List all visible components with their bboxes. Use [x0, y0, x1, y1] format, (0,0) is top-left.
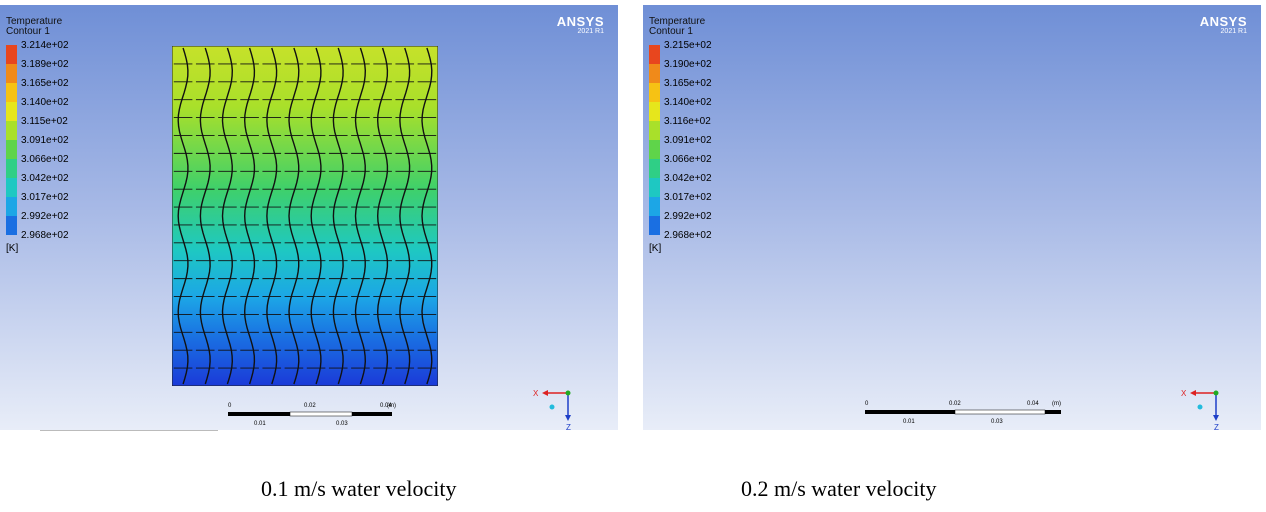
legend-swatch — [6, 83, 17, 102]
legend-swatch — [649, 140, 660, 159]
legend-value: 3.165e+02 — [664, 78, 712, 89]
legend-contour-name: Contour 1 — [649, 26, 693, 37]
legend-variable: Temperature — [649, 16, 706, 27]
axis-x-label: X — [1181, 389, 1187, 398]
legend-swatch — [649, 102, 660, 121]
legend-value: 3.190e+02 — [664, 59, 712, 70]
panel-divider — [40, 430, 218, 431]
logo-brand: ANSYS — [1199, 14, 1247, 29]
axis-triad: X Z — [1181, 389, 1219, 430]
legend-swatch — [6, 159, 17, 178]
legend-swatch — [649, 197, 660, 216]
legend-value: 3.214e+02 — [21, 40, 69, 51]
scale-tick-0: 0 — [228, 403, 232, 409]
scale-tick-001: 0.01 — [903, 419, 915, 425]
legend-swatch — [6, 64, 17, 83]
legend-value: 3.215e+02 — [664, 40, 712, 51]
axis-triad: X Z — [533, 389, 571, 430]
view-indicator-icon — [549, 404, 555, 410]
contour-field — [172, 46, 438, 386]
legend-value: 3.115e+02 — [21, 116, 68, 127]
legend-swatch — [649, 216, 660, 235]
legend-swatch — [6, 45, 17, 64]
scale-tick-002: 0.02 — [949, 401, 961, 407]
legend-value: 2.992e+02 — [664, 211, 712, 222]
view-indicator-icon — [1197, 404, 1203, 410]
legend-swatch — [6, 140, 17, 159]
tube-path — [399, 47, 411, 385]
logo-brand: ANSYS — [556, 14, 604, 29]
contour-panel-0.1ms: Temperature Contour 1 3.214e+02 3.189e+02… — [0, 5, 618, 430]
scale-unit: (m) — [387, 403, 396, 409]
ansys-logo: ANSYS 2021 R1 — [1200, 15, 1247, 36]
legend-value: 3.165e+02 — [21, 78, 69, 89]
scale-bar: 0 0.02 0.04 (m) 0.01 0.03 — [865, 401, 1061, 425]
legend-unit: [K] — [649, 243, 662, 254]
legend-value: 2.992e+02 — [21, 211, 69, 222]
ansys-logo: ANSYS 2021 R1 — [557, 15, 604, 36]
tube-path — [266, 47, 278, 385]
tube-path — [310, 47, 322, 385]
scale-tick-002: 0.02 — [304, 403, 316, 409]
tube-path — [199, 47, 211, 385]
axis-x-label: X — [533, 389, 539, 398]
scale-tick-004: 0.04 — [1027, 401, 1039, 407]
caption-left: 0.1 m/s water velocity — [261, 476, 457, 501]
legend-value: 2.968e+02 — [664, 230, 712, 241]
legend-value: 3.066e+02 — [21, 154, 69, 165]
legend-swatch — [649, 178, 660, 197]
legend-value: 3.091e+02 — [21, 135, 69, 146]
logo-version: 2021 R1 — [577, 28, 604, 35]
tube-path — [288, 47, 300, 385]
axis-z-label: Z — [566, 423, 571, 430]
tube-path — [177, 47, 189, 385]
scale-tick-001: 0.01 — [254, 421, 266, 427]
tube-path — [243, 47, 256, 385]
tube-path — [376, 47, 389, 385]
legend-value: 3.042e+02 — [664, 173, 712, 184]
legend-value: 3.091e+02 — [664, 135, 712, 146]
legend-swatch — [649, 159, 660, 178]
legend-swatch — [6, 102, 17, 121]
scale-tick-003: 0.03 — [336, 421, 348, 427]
legend-value: 3.042e+02 — [21, 173, 69, 184]
caption-right: 0.2 m/s water velocity — [741, 476, 937, 501]
legend-swatch — [6, 178, 17, 197]
legend-swatch — [649, 45, 660, 64]
contour-panel-0.2ms: Temperature Contour 1 3.215e+02 3.190e+02… — [643, 5, 1261, 430]
legend-swatch — [6, 197, 17, 216]
legend-value: 3.140e+02 — [664, 97, 712, 108]
legend-swatch — [649, 121, 660, 140]
legend-value: 3.066e+02 — [664, 154, 712, 165]
legend-swatch — [6, 121, 17, 140]
legend-swatch — [649, 64, 660, 83]
axis-z-label: Z — [1214, 423, 1219, 430]
legend-value: 3.017e+02 — [21, 192, 69, 203]
legend-title: Temperature Contour 1 — [649, 17, 705, 37]
legend-value: 3.116e+02 — [664, 116, 711, 127]
legend-value: 3.189e+02 — [21, 59, 69, 70]
scale-bar: 0 0.02 0.04 (m) 0.01 0.03 — [228, 403, 396, 427]
temperature-contour-plot — [172, 46, 438, 386]
legend-swatch — [6, 216, 17, 235]
tube-path — [332, 47, 344, 385]
legend-value: 3.140e+02 — [21, 97, 69, 108]
scale-tick-004: 0.04 — [380, 403, 392, 409]
logo-version: 2021 R1 — [1220, 28, 1247, 35]
tube-path — [354, 47, 367, 385]
legend-variable: Temperature — [6, 16, 63, 27]
scale-unit: (m) — [1052, 401, 1061, 407]
scale-tick-0: 0 — [865, 401, 869, 407]
legend-title: Temperature Contour 1 — [6, 17, 62, 37]
legend-contour-name: Contour 1 — [6, 26, 50, 37]
tube-path — [221, 47, 234, 385]
legend-value: 3.017e+02 — [664, 192, 712, 203]
tube-path — [421, 47, 433, 385]
legend-value: 2.968e+02 — [21, 230, 69, 241]
legend-swatch — [649, 83, 660, 102]
legend-unit: [K] — [6, 243, 19, 254]
scale-tick-003: 0.03 — [991, 419, 1003, 425]
